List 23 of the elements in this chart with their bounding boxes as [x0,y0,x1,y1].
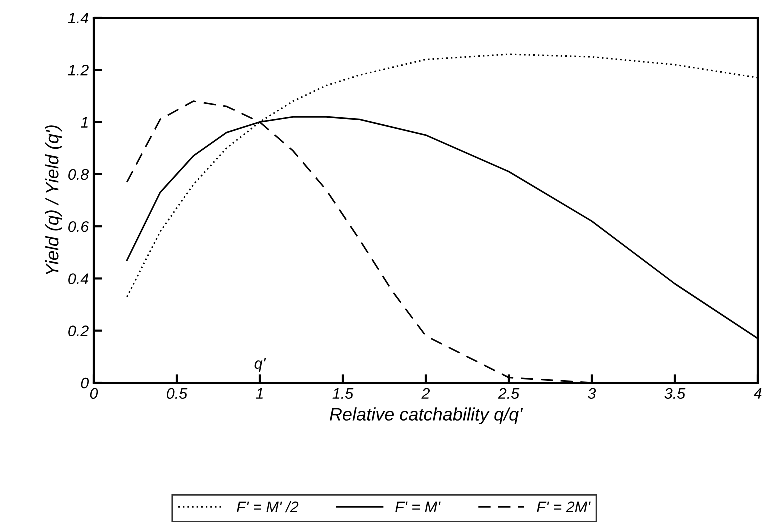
y-tick-label: 1.4 [68,13,89,24]
y-tick-label: 0.2 [68,326,89,337]
y-tick-label: 1.2 [68,65,89,76]
legend-label: F' = 2M' [537,502,591,512]
y-tick-label: 1 [81,117,88,128]
x-tick-label: 4 [754,388,762,399]
legend-label: F' = M' [396,502,441,512]
y-tick-label: 0.6 [68,221,90,232]
x-tick-label: 3.5 [664,388,686,400]
y-tick-label: 0 [81,378,90,389]
x-axis-title: Relative catchability q/q' [330,408,524,424]
x-tick-label: 3 [588,388,596,400]
x-tick-label: 2.5 [498,388,520,400]
annotation: q' [254,358,266,372]
legend-label: F' = M' /2 [237,501,299,513]
x-tick-label: 0.5 [167,388,188,400]
x-tick-label: 1.5 [332,388,354,400]
y-axis-title: Yield (q) / Yield (q') [46,126,62,275]
x-tick-label: 2 [422,388,430,399]
x-tick-label: 1 [256,388,263,399]
y-tick-label: 0.8 [68,169,90,180]
x-tick-label: 0 [90,388,98,400]
y-tick-label: 0.4 [68,274,89,284]
